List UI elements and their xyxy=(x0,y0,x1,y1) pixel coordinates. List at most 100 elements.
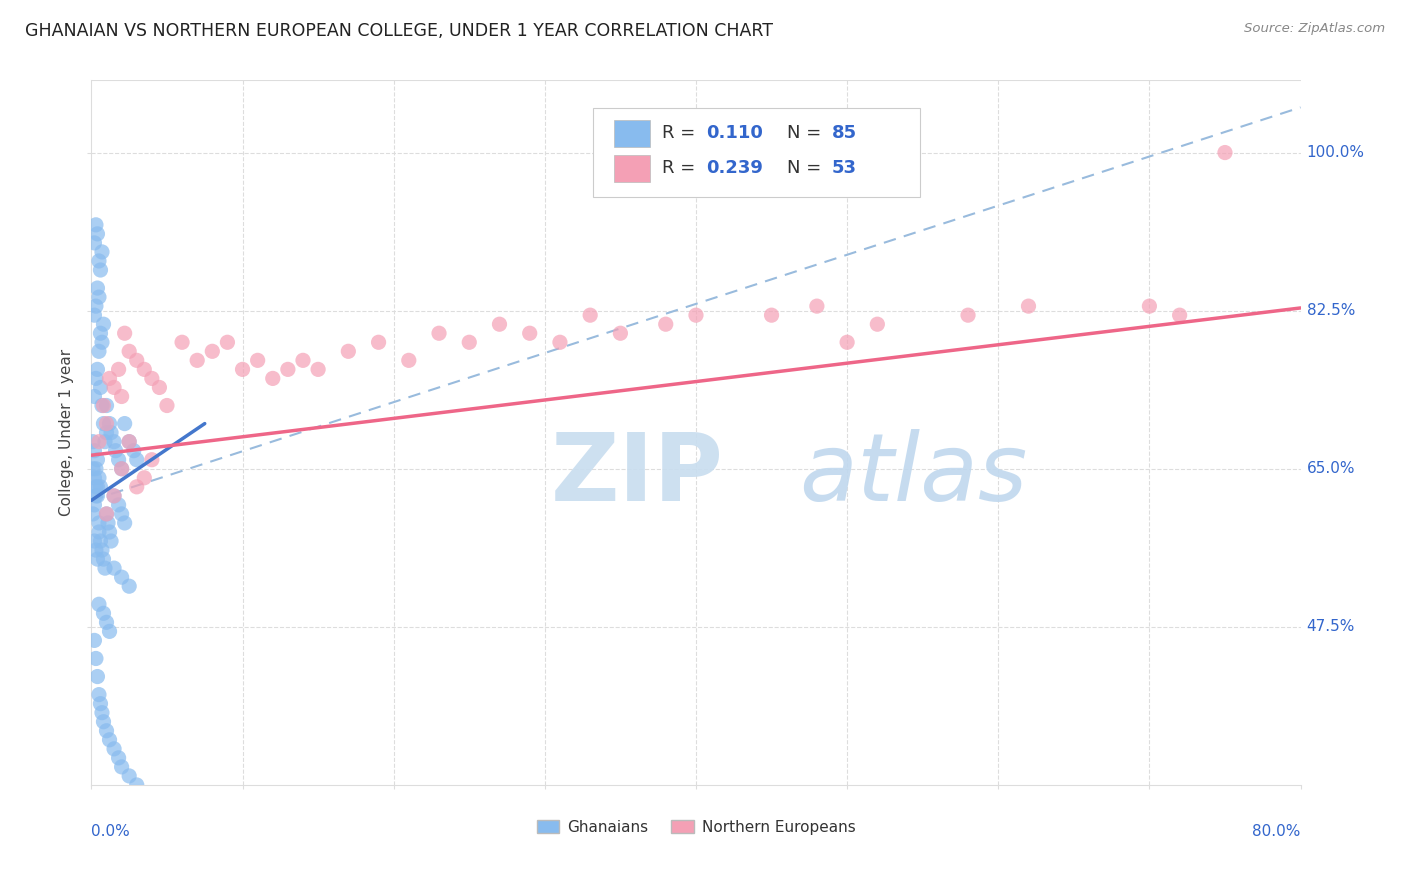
Point xyxy=(98,732,121,747)
Point xyxy=(172,335,194,350)
Point xyxy=(186,353,208,368)
Point xyxy=(82,462,104,476)
Point xyxy=(86,281,108,295)
Point xyxy=(83,235,105,250)
Point xyxy=(87,688,110,702)
Point xyxy=(519,326,541,341)
Point xyxy=(217,335,239,350)
Point xyxy=(246,353,269,368)
Point xyxy=(86,489,108,503)
Point xyxy=(93,417,115,431)
Point xyxy=(134,471,156,485)
Point xyxy=(1168,308,1191,322)
Text: ZIP: ZIP xyxy=(551,429,724,521)
Point xyxy=(118,579,141,593)
Point xyxy=(107,498,129,512)
Text: 80.0%: 80.0% xyxy=(1253,823,1301,838)
Point xyxy=(96,615,118,630)
Point xyxy=(806,299,828,313)
Text: R =: R = xyxy=(662,124,702,142)
Text: N =: N = xyxy=(786,160,827,178)
Point xyxy=(609,326,631,341)
Point xyxy=(114,516,136,530)
Point xyxy=(111,760,132,774)
Point xyxy=(277,362,299,376)
Point xyxy=(96,507,118,521)
Point xyxy=(111,389,132,403)
Point xyxy=(488,317,510,331)
Point xyxy=(87,516,110,530)
Point xyxy=(84,489,107,503)
FancyBboxPatch shape xyxy=(614,120,650,146)
Point xyxy=(83,443,105,458)
Point xyxy=(231,362,253,376)
Point xyxy=(86,452,108,467)
Point xyxy=(89,480,111,494)
Point xyxy=(111,462,132,476)
Point xyxy=(292,353,315,368)
Point xyxy=(89,380,111,394)
Y-axis label: College, Under 1 year: College, Under 1 year xyxy=(59,349,75,516)
Text: 0.0%: 0.0% xyxy=(91,823,131,838)
Point xyxy=(118,434,141,449)
Point xyxy=(83,534,105,549)
Point xyxy=(427,326,450,341)
Text: 82.5%: 82.5% xyxy=(1306,303,1355,318)
Point xyxy=(111,570,132,584)
Point xyxy=(118,344,141,359)
Point xyxy=(82,507,104,521)
Point xyxy=(89,326,111,341)
Point xyxy=(458,335,481,350)
Point xyxy=(82,434,104,449)
Point xyxy=(307,362,329,376)
Point xyxy=(337,344,360,359)
Point xyxy=(579,308,602,322)
Point xyxy=(93,552,115,566)
Text: N =: N = xyxy=(786,124,827,142)
Text: 47.5%: 47.5% xyxy=(1306,619,1355,634)
Point xyxy=(83,471,105,485)
Text: Source: ZipAtlas.com: Source: ZipAtlas.com xyxy=(1244,22,1385,36)
Point xyxy=(91,399,114,413)
Point xyxy=(148,380,170,394)
Point xyxy=(262,371,284,385)
Point xyxy=(118,769,141,783)
Point xyxy=(104,443,127,458)
Point xyxy=(398,353,420,368)
Point xyxy=(100,425,122,440)
Point xyxy=(87,471,110,485)
Legend: Ghanaians, Northern Europeans: Ghanaians, Northern Europeans xyxy=(530,814,862,841)
Point xyxy=(835,335,858,350)
Point xyxy=(107,452,129,467)
Point xyxy=(84,543,107,558)
Point xyxy=(103,380,125,394)
Point xyxy=(87,344,110,359)
Point xyxy=(91,706,114,720)
Point xyxy=(141,371,163,385)
Point xyxy=(93,714,115,729)
Point xyxy=(96,723,118,738)
Point xyxy=(87,524,110,539)
Point xyxy=(118,434,141,449)
Point xyxy=(1139,299,1161,313)
Point xyxy=(125,480,148,494)
Text: 0.110: 0.110 xyxy=(706,124,762,142)
Point xyxy=(685,308,707,322)
Point xyxy=(98,524,121,539)
Point xyxy=(83,308,105,322)
Point xyxy=(91,335,114,350)
Point xyxy=(122,443,145,458)
Point xyxy=(87,434,110,449)
Point xyxy=(84,371,107,385)
Point xyxy=(125,353,148,368)
Point xyxy=(367,335,389,350)
Point xyxy=(1018,299,1040,313)
Point xyxy=(107,362,129,376)
Point xyxy=(86,669,108,683)
Point xyxy=(86,480,108,494)
Point xyxy=(548,335,571,350)
Point xyxy=(100,534,122,549)
Point xyxy=(86,227,108,241)
Text: 100.0%: 100.0% xyxy=(1306,145,1365,160)
Point xyxy=(87,597,110,611)
